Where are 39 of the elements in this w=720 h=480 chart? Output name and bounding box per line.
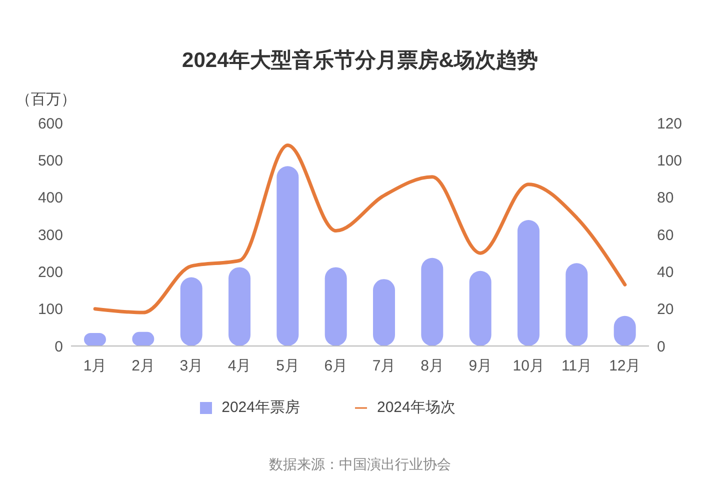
line-series xyxy=(93,144,627,314)
y2-tick-label: 20 xyxy=(657,301,674,318)
y-tick-label: 400 xyxy=(38,190,63,207)
source-note: 数据来源：中国演出行业协会 xyxy=(268,456,452,474)
y-tick-label: 600 xyxy=(38,115,63,132)
x-tick-label: 3月 xyxy=(180,358,204,375)
y-axis-title: （百万） xyxy=(16,90,76,109)
bar xyxy=(566,263,588,346)
y2-tick-label: 100 xyxy=(657,152,682,170)
legend-label: 2024年票房 xyxy=(220,399,301,416)
x-tick-label: 1月 xyxy=(83,358,107,375)
bar xyxy=(276,166,299,346)
x-tick-label: 12月 xyxy=(609,358,641,375)
x-tick-label: 10月 xyxy=(512,358,544,375)
y2-tick-label: 120 xyxy=(657,115,682,132)
x-tick-label: 5月 xyxy=(276,358,300,375)
y-tick-label: 200 xyxy=(38,264,63,281)
chart-title: 2024年大型音乐节分月票房&场次趋势 xyxy=(181,48,539,74)
x-tick-label: 7月 xyxy=(372,358,396,375)
y-tick-label: 300 xyxy=(38,226,63,244)
x-tick-label: 11月 xyxy=(561,358,592,375)
x-tick-label: 4月 xyxy=(228,358,252,375)
x-tick-label: 8月 xyxy=(420,358,444,375)
y2-tick-label: 40 xyxy=(657,264,674,281)
bar xyxy=(324,267,347,346)
y2-tick-label: 80 xyxy=(657,190,674,207)
y2-tick-label: 60 xyxy=(657,226,674,244)
x-tick-label: 9月 xyxy=(468,358,492,375)
y-tick-label: 500 xyxy=(38,152,63,170)
bar xyxy=(228,267,250,346)
x-tick-label: 2月 xyxy=(132,358,155,375)
bar xyxy=(518,220,540,346)
y2-tick-label: 0 xyxy=(657,338,666,356)
legend-label: 2024年场次 xyxy=(376,399,456,416)
x-tick-label: 6月 xyxy=(324,358,348,375)
bar xyxy=(469,270,492,346)
y-tick-label: 0 xyxy=(54,338,63,356)
y-tick-label: 100 xyxy=(38,301,63,318)
bar xyxy=(421,258,444,346)
